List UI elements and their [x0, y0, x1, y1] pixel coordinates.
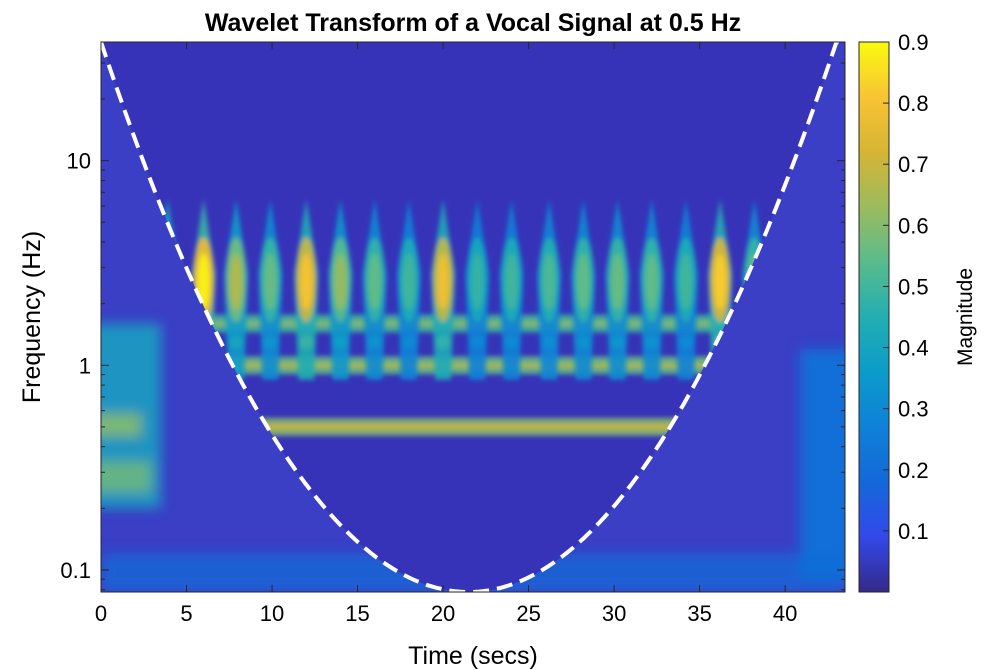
colorbar-label: Magnitude	[954, 268, 977, 366]
pulse-mark	[431, 198, 456, 380]
colorbar-tick-label: 0.1	[898, 519, 929, 544]
x-tick-label: 5	[180, 601, 192, 626]
x-tick-label: 35	[687, 601, 711, 626]
x-axis: 0 5 10 15 20 25 30 35 40	[95, 42, 797, 626]
x-tick-label: 10	[260, 601, 284, 626]
pulse-mark	[328, 198, 353, 380]
y-axis-label: Frequency (Hz)	[18, 231, 46, 403]
colorbar-tick-label: 0.6	[898, 213, 929, 238]
y-tick-label: 1	[79, 353, 91, 378]
x-axis-label: Time (secs)	[408, 642, 538, 670]
outside-left-spot	[101, 461, 151, 493]
colorbar-ticks: 0.1 0.2 0.3 0.4 0.5 0.6 0.7 0.8 0.9	[883, 30, 929, 544]
pulse-mark	[605, 198, 630, 380]
y-axis: 0.1 1 10	[60, 62, 845, 591]
plot-frame	[100, 41, 846, 593]
x-tick-label: 20	[431, 601, 455, 626]
pulse-mark	[396, 198, 421, 380]
chart-title: Wavelet Transform of a Vocal Signal at 0…	[205, 9, 741, 37]
x-tick-label: 30	[602, 601, 626, 626]
plot-area: 0 5 10 15 20 25 30 35 40 0.1 1 10	[60, 41, 846, 626]
x-tick-label: 0	[95, 601, 107, 626]
colorbar-tick-label: 0.8	[898, 91, 929, 116]
harmonic-band-core	[101, 423, 845, 430]
colorbar-tick-label: 0.2	[898, 458, 929, 483]
pulse-mark	[258, 198, 283, 380]
colorbar-tick-label: 0.4	[898, 336, 929, 361]
colorbar-tick-label: 0.7	[898, 152, 929, 177]
pulse-mark	[465, 198, 490, 380]
colorbar-tick-label: 0.5	[898, 274, 929, 299]
x-tick-label: 40	[773, 601, 797, 626]
pulse-mark	[571, 198, 596, 380]
colorbar: 0.1 0.2 0.3 0.4 0.5 0.6 0.7 0.8 0.9 Magnitude	[858, 30, 977, 593]
pulse-mark	[673, 198, 698, 380]
x-tick-label: 25	[516, 601, 540, 626]
pulse-mark	[224, 198, 249, 380]
y-tick-label: 10	[67, 149, 91, 174]
colorbar-tick-label: 0.9	[898, 30, 929, 55]
outside-left-band	[101, 413, 141, 437]
pulse-mark	[362, 198, 387, 380]
x-tick-label: 15	[345, 601, 369, 626]
outside-right-glow	[800, 349, 845, 580]
pulse-mark	[499, 198, 524, 380]
colorbar-gradient	[858, 41, 890, 593]
colorbar-tick-label: 0.3	[898, 397, 929, 422]
cone-of-influence-line	[101, 42, 845, 592]
y-tick-label: 0.1	[60, 558, 91, 583]
pulse-mark	[537, 198, 562, 380]
pulse-mark	[294, 198, 319, 380]
pulse-mark	[639, 198, 664, 380]
